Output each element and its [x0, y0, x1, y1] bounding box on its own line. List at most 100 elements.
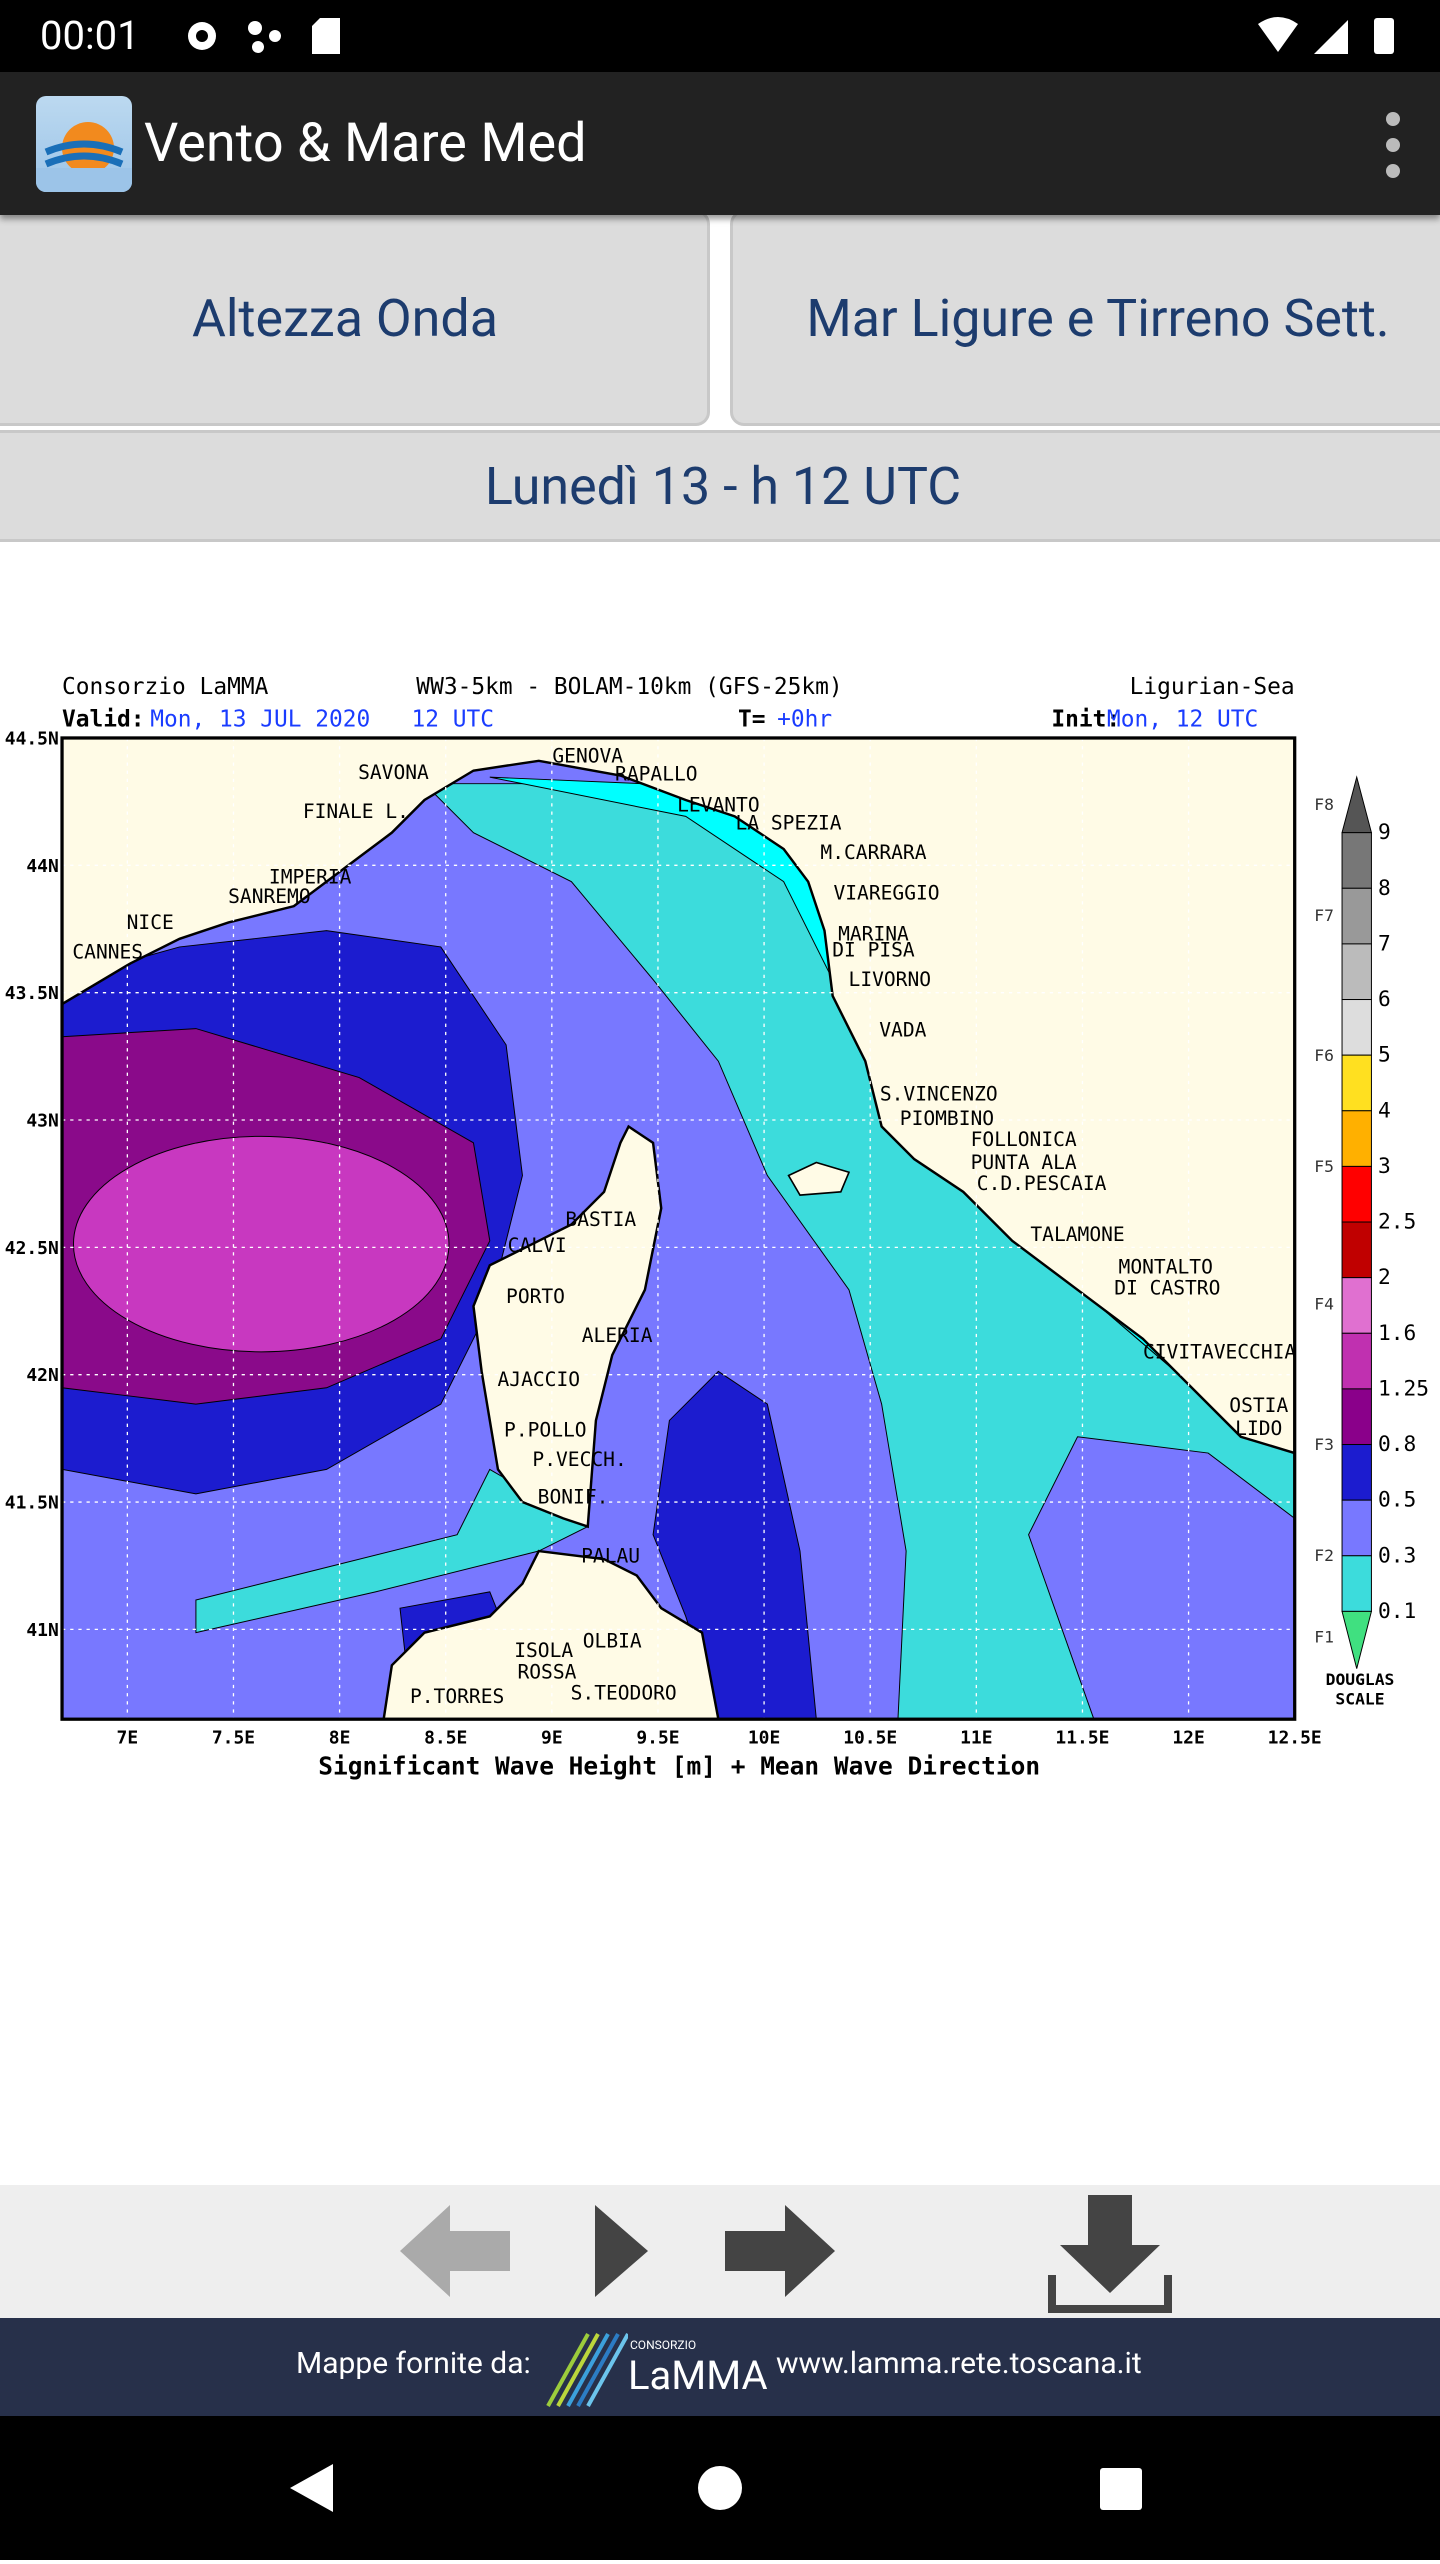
- legend-swatch: [1341, 999, 1372, 1056]
- valid-label: Valid:: [62, 707, 145, 733]
- legend-value: 9: [1378, 820, 1391, 845]
- legend-swatch: [1341, 943, 1372, 1001]
- date-selector[interactable]: Lunedì 13 - h 12 UTC: [0, 430, 1440, 542]
- place-label: P.VECCH.: [532, 1448, 626, 1471]
- place-label: OSTIA: [1229, 1394, 1288, 1417]
- lat-tick-label: 43.5N: [5, 983, 59, 1004]
- place-label: LIDO: [1235, 1417, 1282, 1440]
- credit: Mappe fornite da:: [296, 2346, 531, 2381]
- place-label: LEVANTO: [677, 793, 760, 816]
- logo-mark: [546, 2333, 628, 2407]
- lat-tick-label: 43N: [26, 1111, 58, 1132]
- legend-swatch: [1341, 1054, 1372, 1112]
- place-label: M.CARRARA: [820, 841, 926, 864]
- lon-tick-label: 7E: [117, 1728, 139, 1749]
- place-label: CALVI: [508, 1234, 567, 1257]
- douglas-label: F5: [1314, 1157, 1334, 1176]
- place-label: CANNES: [72, 940, 143, 963]
- legend-value: 1.25: [1378, 1376, 1429, 1401]
- lon-tick-label: 12E: [1172, 1728, 1204, 1749]
- legend-value: 0.8: [1378, 1432, 1416, 1457]
- scale-title: SCALE: [1335, 1690, 1384, 1709]
- next-button[interactable]: [725, 2205, 835, 2297]
- douglas-label: F8: [1314, 795, 1334, 814]
- place-label: VADA: [879, 1019, 926, 1042]
- init-label: Init:: [1051, 707, 1120, 733]
- contour: [72, 1135, 450, 1353]
- lat-tick-label: 44.5N: [5, 729, 59, 750]
- legend-value: 3: [1378, 1154, 1391, 1179]
- wave-map: 9 8 7 6 5 4 3 2.5 2 1.6 1.25 0.8 0.5 0.3 0.1 F8 F7 F6 F5 F4…: [5, 674, 1429, 1781]
- legend-swatch: [1341, 887, 1372, 945]
- lon-tick-label: 10.5E: [843, 1728, 897, 1749]
- legend-value: 5: [1378, 1043, 1391, 1068]
- lon-tick-label: 8.5E: [424, 1728, 467, 1749]
- download-button[interactable]: [1048, 2195, 1172, 2313]
- legend-cap: [1341, 1610, 1373, 1669]
- douglas-label: F2: [1314, 1546, 1334, 1565]
- legend-swatch: [1341, 1110, 1372, 1167]
- place-label: BASTIA: [565, 1208, 636, 1231]
- recents-button[interactable]: [1100, 2468, 1142, 2510]
- step-value: +0hr: [777, 707, 832, 733]
- status-right-icons: [1258, 17, 1394, 54]
- map-frame: [60, 736, 1297, 1721]
- place-label: FOLLONICA: [971, 1128, 1077, 1151]
- douglas-label: F1: [1314, 1627, 1334, 1646]
- footer: Mappe fornite da: CONSORZIO LaMMA www.la…: [0, 2318, 1440, 2416]
- variable-label: Altezza Onda: [191, 287, 499, 349]
- legend-swatch: [1341, 832, 1372, 889]
- play-button[interactable]: [595, 2205, 648, 2297]
- place-label: SANREMO: [228, 885, 311, 908]
- place-label: FINALE L.: [303, 800, 409, 823]
- lat-tick-label: 44N: [26, 856, 58, 877]
- legend-value: 7: [1378, 931, 1391, 956]
- legend-swatch: [1341, 1165, 1372, 1223]
- legend-value: 6: [1378, 987, 1391, 1012]
- legend-cap: [1341, 775, 1373, 834]
- legend-swatch: [1341, 1332, 1372, 1390]
- land: [60, 736, 1296, 1455]
- back-button[interactable]: [290, 2464, 333, 2512]
- legend-value: 8: [1378, 876, 1391, 901]
- lat-tick-label: 41N: [26, 1620, 58, 1641]
- url: www.lamma.rete.toscana.it: [776, 2346, 1142, 2381]
- previous-button[interactable]: [400, 2205, 510, 2297]
- place-label: MONTALTO: [1119, 1255, 1213, 1278]
- contour: [195, 1468, 589, 1634]
- legend-swatch: [1341, 1499, 1372, 1557]
- map-labels: Consorzio LaMMA WW3-5km - BOLAM-10km (GFS…: [5, 674, 1322, 1781]
- toolbar: [0, 2185, 1440, 2318]
- place-label: PIOMBINO: [900, 1107, 994, 1130]
- place-label: GENOVA: [552, 744, 623, 767]
- status-icons: [188, 18, 340, 54]
- app-icon: [36, 96, 132, 192]
- overflow-menu[interactable]: [1386, 112, 1400, 190]
- toolbar-icons: [400, 2195, 1172, 2313]
- grid: [62, 737, 1295, 1720]
- legend-value: 0.5: [1378, 1488, 1416, 1513]
- legend-value: 0.3: [1378, 1543, 1416, 1568]
- lat-tick-label: 42N: [26, 1365, 58, 1386]
- legend-value: 2: [1378, 1265, 1391, 1290]
- lon-tick-label: 7.5E: [212, 1728, 255, 1749]
- island: [787, 1161, 851, 1196]
- lat-tick-label: 41.5N: [5, 1493, 59, 1514]
- logo-top: CONSORZIO: [630, 2338, 697, 2352]
- place-label: PUNTA ALA: [971, 1151, 1077, 1174]
- scale-title: DOUGLAS: [1326, 1670, 1395, 1689]
- place-label: PALAU: [581, 1544, 640, 1567]
- place-label: LA SPEZIA: [736, 811, 842, 834]
- lon-tick-label: 10E: [748, 1728, 780, 1749]
- variable-selector[interactable]: Altezza Onda: [0, 210, 710, 426]
- place-label: S.VINCENZO: [880, 1082, 998, 1105]
- legend-value: 4: [1378, 1098, 1391, 1123]
- logo-name: LaMMA: [628, 2352, 768, 2399]
- area-selector[interactable]: Mar Ligure e Tirreno Sett.: [730, 210, 1440, 426]
- map-region: Ligurian-Sea: [1130, 674, 1295, 700]
- place-label: P.POLLO: [504, 1419, 587, 1442]
- area-label: Mar Ligure e Tirreno Sett.: [806, 287, 1390, 349]
- home-button[interactable]: [698, 2466, 742, 2510]
- place-label: AJACCIO: [498, 1368, 581, 1391]
- place-label: MARINA: [838, 922, 909, 945]
